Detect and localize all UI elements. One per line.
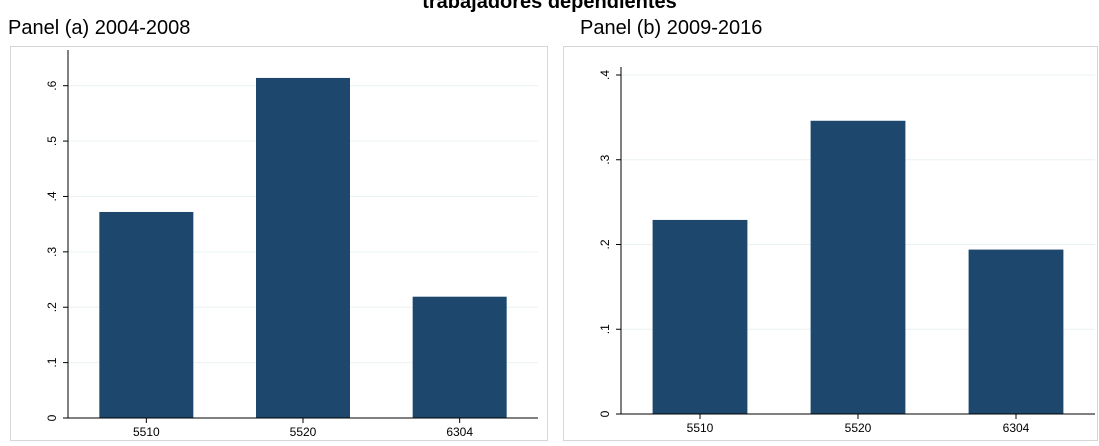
figure-title: trabajadores dependientes: [422, 0, 677, 13]
bar-5510: [99, 211, 194, 418]
y-tick-label: .3: [45, 247, 59, 257]
y-tick-label: .5: [45, 136, 59, 146]
bar-5520: [256, 77, 350, 418]
y-tick-label: .3: [598, 154, 612, 164]
x-tick-label: 5510: [133, 425, 160, 439]
y-tick-label: .4: [598, 70, 612, 80]
y-tick-label: 0: [45, 414, 59, 421]
x-tick-label: 5510: [687, 421, 714, 435]
x-tick-label: 6304: [1003, 421, 1030, 435]
panel-a-title: Panel (a) 2004-2008: [8, 17, 191, 39]
y-tick-label: .1: [598, 324, 612, 334]
y-tick-label: .4: [45, 191, 59, 201]
x-tick-label: 5520: [845, 421, 872, 435]
bar-6304: [412, 296, 507, 418]
y-tick-label: .1: [45, 357, 59, 367]
y-tick-label: .2: [45, 302, 59, 312]
bar-6304: [968, 249, 1064, 414]
x-tick-label: 6304: [446, 425, 473, 439]
bar-5520: [810, 120, 906, 414]
y-tick-label: .2: [598, 239, 612, 249]
panel-b-title: Panel (b) 2009-2016: [580, 17, 763, 39]
y-tick-label: 0: [598, 410, 612, 417]
bar-5510: [652, 219, 748, 414]
y-tick-label: .6: [45, 80, 59, 90]
panel-b-chart: 0 .1 .2 .3 .4 5510 5520 6304: [563, 46, 1098, 441]
panel-a-chart: 0 .1 .2 .3 .4 .5 .6 5510 5520 6304: [10, 46, 548, 441]
x-tick-label: 5520: [290, 425, 317, 439]
